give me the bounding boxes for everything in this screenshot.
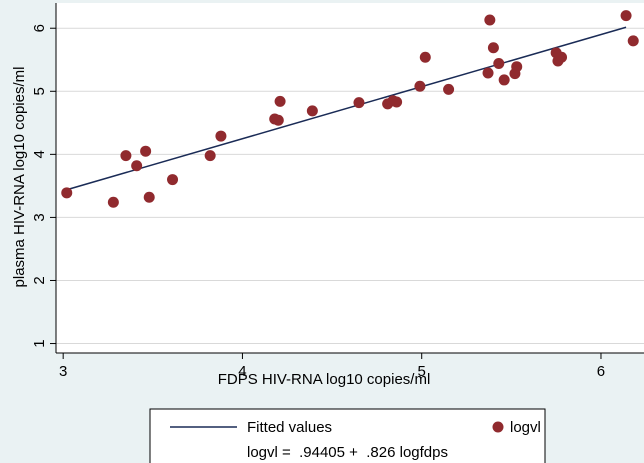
data-point [484,14,496,26]
x-tick-label: 4 [238,363,246,380]
data-point [306,105,318,117]
data-point [487,42,499,54]
y-tick-label: 2 [31,276,48,284]
legend-box [149,408,546,463]
data-point [272,114,284,126]
y-tick-label: 1 [31,339,48,347]
plot-area [56,3,644,353]
data-point [511,61,523,73]
data-point [215,130,227,142]
y-tick-label: 6 [31,24,48,32]
data-point [498,74,510,86]
data-point [131,160,143,172]
gridlines [56,27,644,345]
data-point [391,96,403,108]
data-points [61,10,639,208]
data-point [140,145,152,157]
y-tick-label: 4 [31,150,48,158]
data-point [620,10,632,22]
x-axis-title: FDPS HIV-RNA log10 copies/ml [218,371,431,388]
data-point [353,97,365,109]
data-point [274,95,286,107]
y-tick-label: 5 [31,87,48,95]
data-point [414,80,426,92]
data-point [167,174,179,186]
fit-line-group [66,26,627,191]
fitted-line [66,26,627,191]
data-point [482,67,494,79]
legend-equation: logvl = .94405 + .826 logfdps [247,444,448,461]
x-tick-label: 3 [59,363,67,380]
data-point [419,51,431,63]
legend: Fitted values logvl logvl = .94405 + .82… [149,408,546,463]
data-point [143,191,155,203]
data-point [61,187,73,199]
data-point [443,83,455,95]
y-tick-label: 3 [31,213,48,221]
data-point [627,35,639,47]
y-axis-title: plasma HIV-RNA log10 copies/ml [11,67,28,288]
data-point [493,58,505,70]
legend-label-logvl: logvl [510,419,541,436]
axis-ticks: 1 2 3 4 5 6 3 4 5 6 [31,24,605,380]
data-point [120,150,132,162]
data-point [107,196,119,208]
data-point [556,51,568,63]
x-tick-label: 5 [418,363,426,380]
legend-label-fitted: Fitted values [247,419,332,436]
legend-marker-swatch [492,421,504,433]
x-tick-label: 6 [597,363,605,380]
data-point [204,150,216,162]
